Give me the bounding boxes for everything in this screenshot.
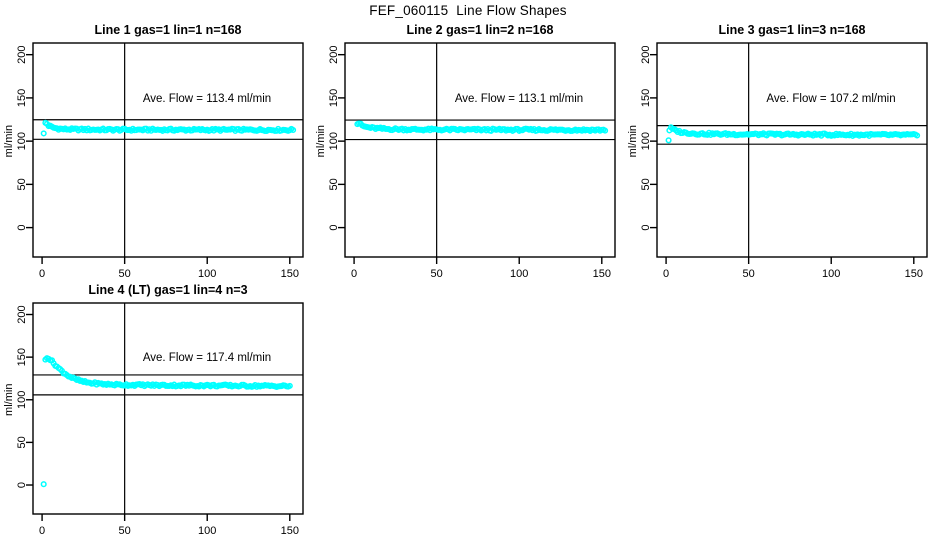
- y-tick-label: 200: [328, 45, 340, 63]
- x-tick-label: 100: [822, 268, 840, 280]
- y-axis-label: ml/min: [3, 125, 15, 157]
- panel-2: Line 2 gas=1 lin=2 n=168 0 50 100 150 0 50 100 1…: [315, 23, 616, 280]
- ave-flow-annotation: Ave. Flow = 107.2 ml/min: [766, 93, 895, 105]
- data-point: [914, 132, 921, 139]
- y-tick-label: 100: [16, 391, 28, 409]
- plot-box: [344, 42, 616, 258]
- y-tick-label: 50: [16, 436, 28, 448]
- outlier-point: [40, 481, 47, 488]
- data-point: [286, 382, 293, 389]
- y-axis-label: ml/min: [3, 384, 15, 416]
- panel-title: Line 3 gas=1 lin=3 n=168: [719, 23, 866, 37]
- data-point: [290, 126, 297, 134]
- x-tick-label: 100: [198, 268, 216, 280]
- x-tick-label: 50: [119, 525, 131, 537]
- scatter-series: [40, 119, 297, 137]
- ave-flow-annotation: Ave. Flow = 113.4 ml/min: [143, 93, 271, 105]
- scatter-series: [665, 124, 921, 144]
- outlier-point: [40, 130, 47, 137]
- y-tick-label: 100: [16, 132, 28, 150]
- plot-box: [32, 302, 304, 515]
- panel-3: Line 3 gas=1 lin=3 n=168 0 50 100 150 0 50 100 1…: [627, 23, 928, 280]
- y-tick-label: 200: [640, 45, 652, 63]
- x-tick-label: 150: [281, 525, 299, 537]
- x-tick-label: 0: [39, 268, 45, 280]
- y-tick-label: 50: [328, 178, 340, 190]
- y-tick-label: 0: [640, 225, 652, 231]
- x-tick-label: 0: [39, 525, 45, 537]
- y-tick-label: 150: [328, 89, 340, 107]
- ave-flow-annotation: Ave. Flow = 117.4 ml/min: [143, 352, 271, 364]
- y-tick-label: 0: [16, 482, 28, 488]
- ave-flow-annotation: Ave. Flow = 113.1 ml/min: [455, 93, 583, 105]
- y-tick-label: 150: [16, 348, 28, 366]
- x-tick-label: 50: [431, 268, 443, 280]
- data-point: [602, 127, 609, 134]
- x-tick-label: 50: [119, 268, 131, 280]
- y-tick-label: 100: [328, 132, 340, 150]
- x-tick-label: 0: [663, 268, 669, 280]
- y-tick-label: 50: [640, 178, 652, 190]
- outlier-point: [665, 137, 672, 144]
- main-title: FEF_060115 Line Flow Shapes: [369, 3, 567, 18]
- x-tick-label: 150: [905, 268, 923, 280]
- plot-box: [32, 42, 304, 258]
- y-axis-label: ml/min: [315, 125, 327, 157]
- y-tick-label: 0: [16, 225, 28, 231]
- x-tick-label: 100: [198, 525, 216, 537]
- plot-box: [656, 42, 928, 258]
- y-tick-label: 0: [328, 225, 340, 231]
- y-tick-label: 100: [640, 132, 652, 150]
- panel-1: Line 1 gas=1 lin=1 n=168 0 50 100 150 0 50 100 1…: [3, 23, 304, 280]
- panel-title: Line 1 gas=1 lin=1 n=168: [95, 23, 242, 37]
- x-tick-label: 100: [510, 268, 528, 280]
- panel-title: Line 2 gas=1 lin=2 n=168: [407, 23, 554, 37]
- y-axis-label: ml/min: [627, 125, 639, 157]
- panel-4: Line 4 (LT) gas=1 lin=4 n=3 0 50 100 150 0 50 1…: [3, 283, 304, 537]
- x-tick-label: 150: [593, 268, 611, 280]
- y-tick-label: 150: [640, 89, 652, 107]
- x-tick-label: 0: [351, 268, 357, 280]
- x-tick-label: 50: [743, 268, 755, 280]
- y-tick-label: 200: [16, 45, 28, 63]
- x-tick-label: 150: [281, 268, 299, 280]
- panel-title: Line 4 (LT) gas=1 lin=4 n=3: [88, 283, 247, 297]
- y-tick-label: 200: [16, 305, 28, 323]
- y-tick-label: 150: [16, 89, 28, 107]
- scatter-series: [354, 120, 609, 135]
- scatter-series: [40, 355, 293, 488]
- y-tick-label: 50: [16, 178, 28, 190]
